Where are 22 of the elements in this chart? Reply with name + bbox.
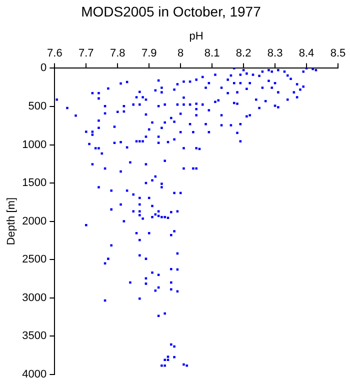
x-tick-label: 7.9 (141, 48, 157, 60)
x-tick-label: 8.3 (267, 48, 283, 60)
y-tick-label: 500 (28, 100, 47, 113)
y-tick-label: 2500 (22, 254, 47, 266)
x-axis-title: pH (189, 30, 204, 42)
x-tick-label: 8.4 (298, 48, 314, 60)
y-tick-label: 1500 (22, 177, 47, 190)
x-tick-label: 8 (178, 48, 184, 60)
y-tick-label: 3500 (22, 330, 47, 342)
x-tick-label: 7.8 (110, 48, 126, 60)
x-tick-label: 8.2 (236, 48, 252, 60)
chart-title: MODS2005 in October, 1977 (81, 3, 262, 20)
x-tick-label: 7.6 (47, 48, 62, 60)
y-tick-label: 4000 (22, 368, 47, 380)
x-tick-label: 8.5 (330, 48, 346, 60)
y-tick-label: 1000 (22, 138, 47, 151)
y-tick-label: 2000 (22, 215, 47, 228)
y-tick-label: 3000 (22, 292, 47, 304)
x-tick-label: 7.7 (78, 48, 94, 60)
x-tick-label: 8.1 (204, 48, 220, 60)
y-axis-title: Depth [m] (6, 197, 18, 246)
y-tick-label: 0 (40, 62, 47, 74)
